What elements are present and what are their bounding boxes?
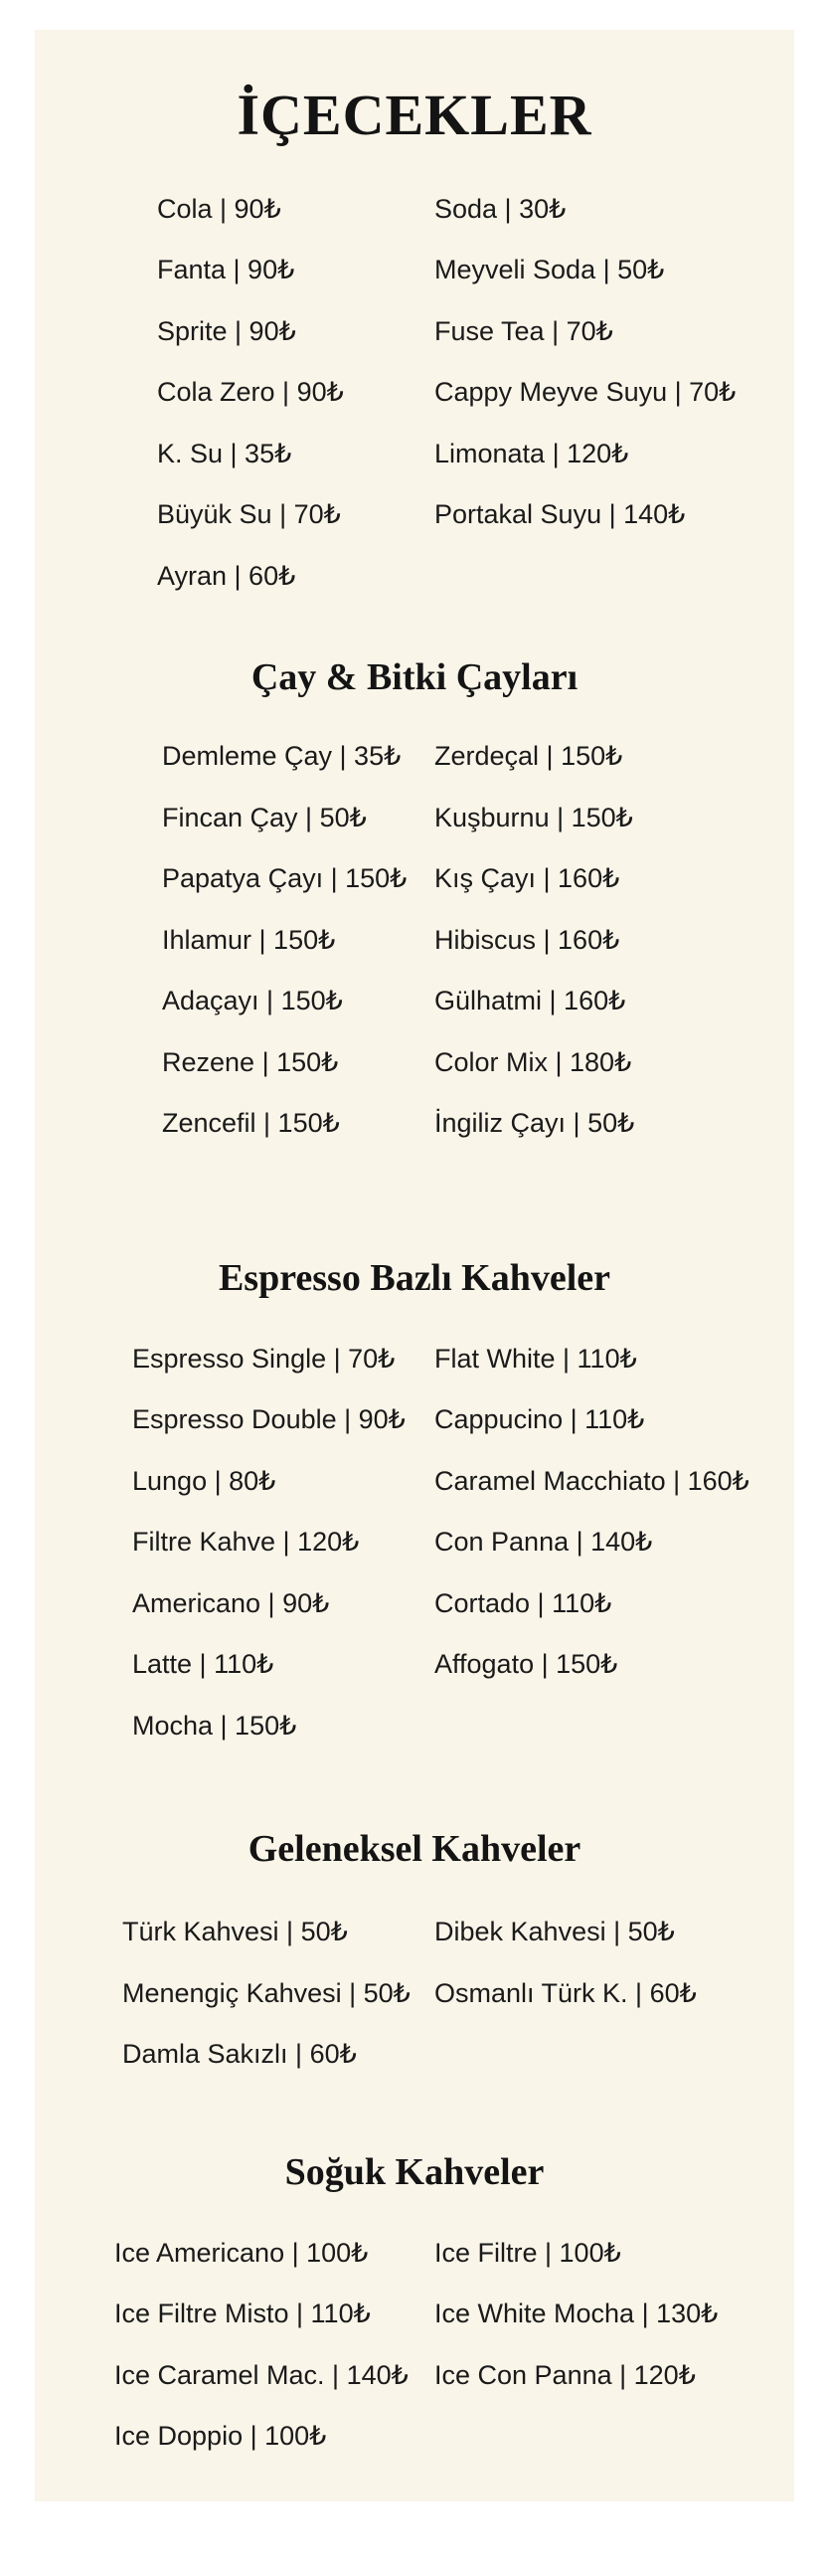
section-heading: Geleneksel Kahveler — [248, 1827, 581, 1870]
menu-item: İngiliz Çayı | 50₺ — [434, 1108, 635, 1139]
menu-item: Gülhatmi | 160₺ — [434, 986, 626, 1016]
menu-row: Espresso Single | 70₺ Flat White | 110₺ — [35, 1328, 794, 1389]
menu-item: Papatya Çayı | 150₺ — [162, 863, 408, 894]
menu-item: Americano | 90₺ — [132, 1587, 330, 1618]
section-soguk-kahveler: Soğuk Kahveler Ice Americano | 100₺ Ice … — [35, 2153, 794, 2467]
menu-item: Cortado | 110₺ — [434, 1587, 612, 1618]
menu-item: Kış Çayı | 160₺ — [434, 863, 620, 894]
menu-item: Zerdeçal | 150₺ — [434, 741, 623, 772]
menu-item: Affogato | 150₺ — [434, 1649, 618, 1680]
menu-item: Büyük Su | 70₺ — [157, 499, 341, 530]
menu-item: Meyveli Soda | 50₺ — [434, 255, 665, 285]
menu-item: Mocha | 150₺ — [132, 1710, 297, 1741]
menu-item: Ice Con Panna | 120₺ — [434, 2359, 696, 2390]
menu-item: Limonata | 120₺ — [434, 438, 629, 468]
menu-item: Portakal Suyu | 140₺ — [434, 499, 686, 530]
menu-item: Espresso Double | 90₺ — [132, 1404, 406, 1435]
menu-item: Rezene | 150₺ — [162, 1046, 339, 1077]
menu-item: Ice Caramel Mac. | 140₺ — [114, 2359, 409, 2390]
menu-item: Fanta | 90₺ — [157, 255, 295, 285]
menu-row: Rezene | 150₺ Color Mix | 180₺ — [35, 1031, 794, 1093]
menu-item: Ice Americano | 100₺ — [114, 2237, 369, 2268]
menu-item: Osmanlı Türk K. | 60₺ — [434, 1977, 697, 2008]
menu-item: Ice Doppio | 100₺ — [114, 2421, 327, 2452]
menu-row: Ihlamur | 150₺ Hibiscus | 160₺ — [35, 909, 794, 971]
menu-item: Fuse Tea | 70₺ — [434, 315, 613, 346]
section-geleneksel-kahveler: Geleneksel Kahveler Türk Kahvesi | 50₺ D… — [35, 1830, 794, 2086]
menu-row: Damla Sakızlı | 60₺ — [35, 2024, 794, 2086]
menu-item: Türk Kahvesi | 50₺ — [122, 1917, 348, 1947]
menu-row: Ice Caramel Mac. | 140₺ Ice Con Panna | … — [35, 2344, 794, 2406]
section-rows: Demleme Çay | 35₺ Zerdeçal | 150₺ Fincan… — [35, 726, 794, 1155]
menu-item: K. Su | 35₺ — [157, 438, 292, 468]
menu-row: Papatya Çayı | 150₺ Kış Çayı | 160₺ — [35, 848, 794, 910]
menu-row: K. Su | 35₺ Limonata | 120₺ — [35, 423, 794, 484]
section-heading: Soğuk Kahveler — [284, 2151, 545, 2193]
menu-item: Damla Sakızlı | 60₺ — [122, 2039, 357, 2070]
menu-item: Dibek Kahvesi | 50₺ — [434, 1917, 675, 1947]
menu-item: Color Mix | 180₺ — [434, 1046, 632, 1077]
section-rows: Espresso Single | 70₺ Flat White | 110₺ … — [35, 1328, 794, 1756]
menu-row: Ice Americano | 100₺ Ice Filtre | 100₺ — [35, 2222, 794, 2284]
menu-item: Menengiç Kahvesi | 50₺ — [122, 1977, 411, 2008]
menu-item: Cola | 90₺ — [157, 193, 281, 224]
menu-row: Zencefil | 150₺ İngiliz Çayı | 50₺ — [35, 1093, 794, 1155]
menu-item: Zencefil | 150₺ — [162, 1108, 340, 1139]
menu-row: Cola | 90₺ Soda | 30₺ — [35, 178, 794, 240]
menu-item: Ayran | 60₺ — [157, 560, 296, 591]
menu-item: Latte | 110₺ — [132, 1649, 274, 1680]
menu-row: Lungo | 80₺ Caramel Macchiato | 160₺ — [35, 1450, 794, 1512]
menu-item: Demleme Çay | 35₺ — [162, 741, 402, 772]
menu-item: Caramel Macchiato | 160₺ — [434, 1465, 749, 1496]
menu-row: Büyük Su | 70₺ Portakal Suyu | 140₺ — [35, 484, 794, 546]
menu-row: Demleme Çay | 35₺ Zerdeçal | 150₺ — [35, 726, 794, 788]
menu-title: İÇECEKLER — [237, 83, 592, 147]
menu-item: Con Panna | 140₺ — [434, 1527, 653, 1558]
menu-row: Adaçayı | 150₺ Gülhatmi | 160₺ — [35, 971, 794, 1032]
menu-row: Cola Zero | 90₺ Cappy Meyve Suyu | 70₺ — [35, 362, 794, 424]
menu-item: Cola Zero | 90₺ — [157, 377, 344, 408]
menu-item: Filtre Kahve | 120₺ — [132, 1527, 360, 1558]
menu-row: Ice Filtre Misto | 110₺ Ice White Mocha … — [35, 2284, 794, 2345]
section-rows: Cola | 90₺ Soda | 30₺ Fanta | 90₺ Meyvel… — [35, 178, 794, 607]
menu-item: Flat White | 110₺ — [434, 1343, 637, 1374]
section-icecekler: Cola | 90₺ Soda | 30₺ Fanta | 90₺ Meyvel… — [35, 178, 794, 607]
menu-item: Sprite | 90₺ — [157, 315, 296, 346]
menu-row: Latte | 110₺ Affogato | 150₺ — [35, 1634, 794, 1696]
menu-item: Ice Filtre Misto | 110₺ — [114, 2299, 371, 2329]
menu-item: Ihlamur | 150₺ — [162, 924, 336, 955]
menu-row: Filtre Kahve | 120₺ Con Panna | 140₺ — [35, 1512, 794, 1573]
menu-item: Soda | 30₺ — [434, 193, 567, 224]
menu-item: Hibiscus | 160₺ — [434, 924, 620, 955]
menu-item: Fincan Çay | 50₺ — [162, 802, 367, 832]
menu-row: Menengiç Kahvesi | 50₺ Osmanlı Türk K. |… — [35, 1962, 794, 2024]
section-heading: Çay & Bitki Çayları — [250, 655, 579, 698]
menu-item: Adaçayı | 150₺ — [162, 986, 343, 1016]
menu-row: Espresso Double | 90₺ Cappucino | 110₺ — [35, 1389, 794, 1451]
menu-item: Espresso Single | 70₺ — [132, 1343, 396, 1374]
menu-row: Ayran | 60₺ — [35, 545, 794, 607]
menu-row: Mocha | 150₺ — [35, 1695, 794, 1756]
menu-row: Türk Kahvesi | 50₺ Dibek Kahvesi | 50₺ — [35, 1902, 794, 1963]
menu-item: Cappy Meyve Suyu | 70₺ — [434, 377, 737, 408]
section-heading: Espresso Bazlı Kahveler — [218, 1257, 611, 1299]
menu-row: Sprite | 90₺ Fuse Tea | 70₺ — [35, 300, 794, 362]
section-espresso-bazli-kahveler: Espresso Bazlı Kahveler Espresso Single … — [35, 1259, 794, 1756]
section-rows: Türk Kahvesi | 50₺ Dibek Kahvesi | 50₺ M… — [35, 1902, 794, 2086]
section-cay-bitki-caylari: Çay & Bitki Çayları Demleme Çay | 35₺ Ze… — [35, 658, 794, 1155]
menu-panel: İÇECEKLER Cola | 90₺ Soda | 30₺ Fanta | … — [35, 30, 794, 2501]
menu-item: Kuşburnu | 150₺ — [434, 802, 633, 832]
menu-row: Ice Doppio | 100₺ — [35, 2406, 794, 2468]
section-rows: Ice Americano | 100₺ Ice Filtre | 100₺ I… — [35, 2222, 794, 2467]
menu-row: Fanta | 90₺ Meyveli Soda | 50₺ — [35, 240, 794, 301]
menu-item: Ice Filtre | 100₺ — [434, 2237, 621, 2268]
menu-row: Fincan Çay | 50₺ Kuşburnu | 150₺ — [35, 787, 794, 848]
menu-item: Lungo | 80₺ — [132, 1465, 276, 1496]
menu-item: Ice White Mocha | 130₺ — [434, 2299, 719, 2329]
menu-row: Americano | 90₺ Cortado | 110₺ — [35, 1572, 794, 1634]
menu-item: Cappucino | 110₺ — [434, 1404, 645, 1435]
